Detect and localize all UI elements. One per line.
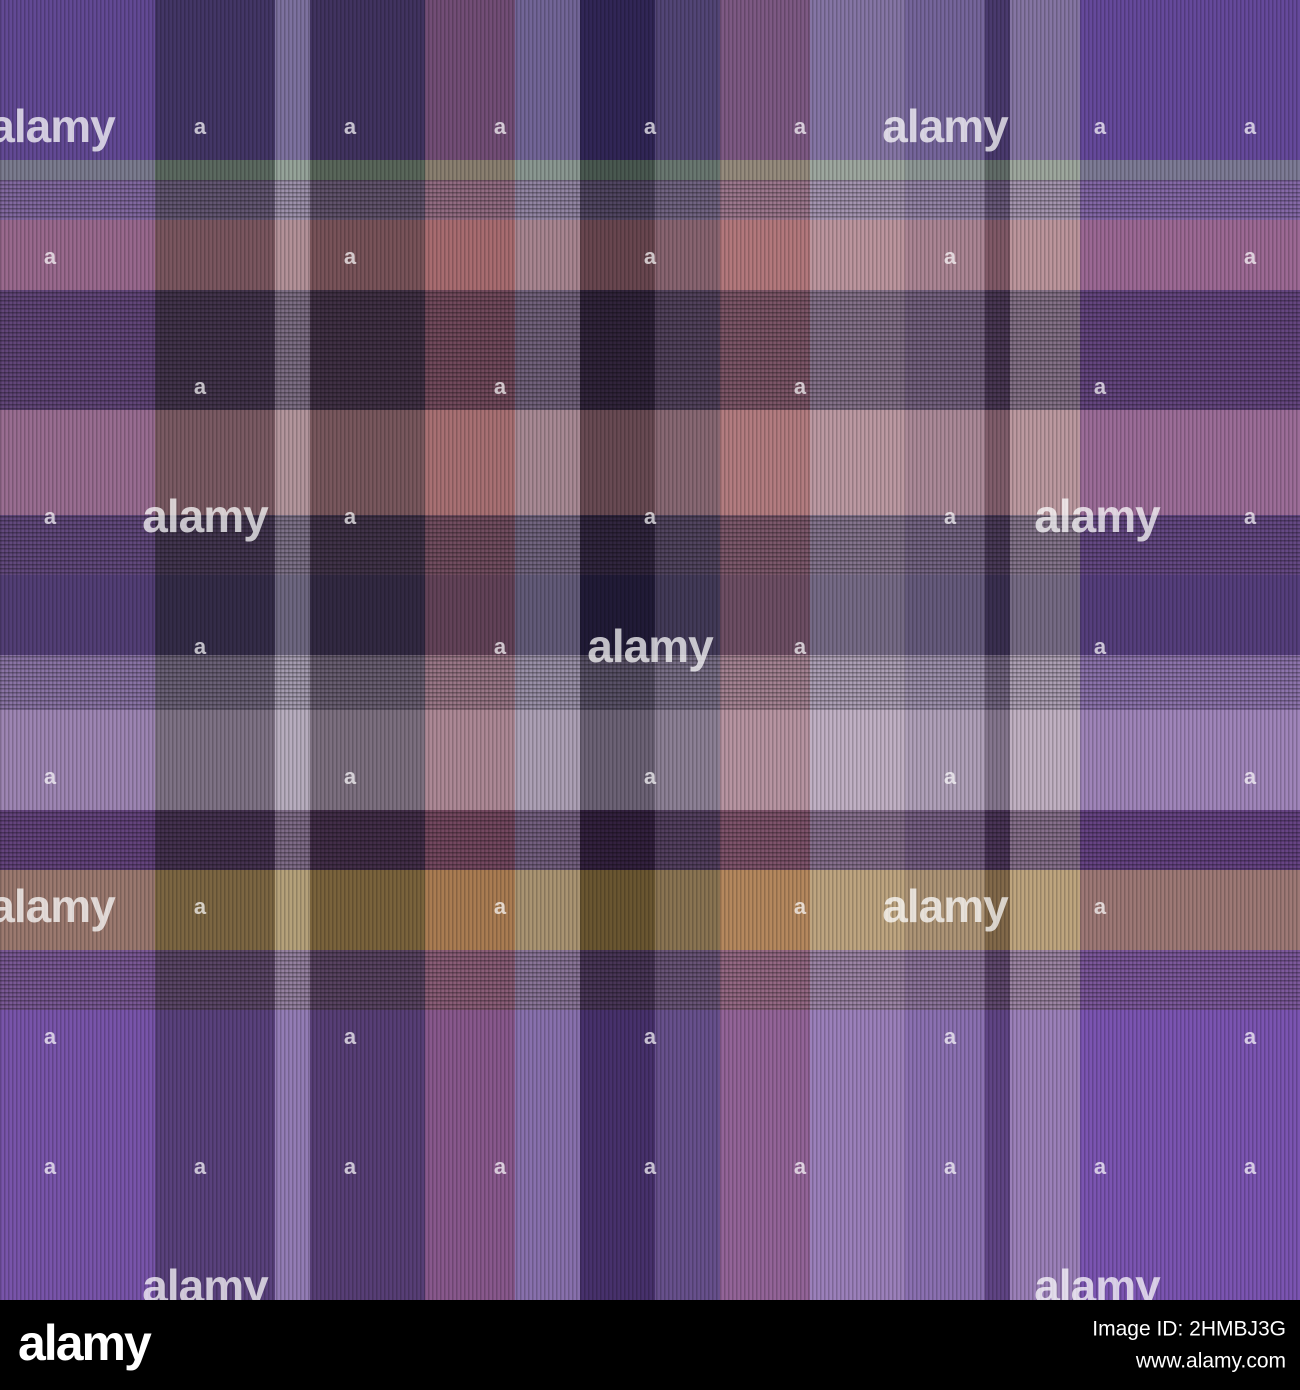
watermark-letter: a — [44, 504, 57, 529]
watermark: alamy — [882, 880, 1009, 932]
watermark-letter: a — [644, 1154, 657, 1179]
fine-stripes — [0, 180, 1300, 1010]
watermark-letter: a — [44, 1154, 57, 1179]
watermark-letter: a — [344, 114, 357, 139]
watermark-letter: a — [1244, 244, 1257, 269]
watermark-letter: a — [644, 244, 657, 269]
watermark-letter: a — [944, 1024, 957, 1049]
watermark-letter: a — [644, 1024, 657, 1049]
watermark-letter: a — [494, 1154, 507, 1179]
watermark-letter: a — [644, 504, 657, 529]
watermark-letter: a — [944, 764, 957, 789]
watermark-letter: a — [44, 244, 57, 269]
footer-bar — [0, 1300, 1300, 1390]
watermark-letter: a — [194, 1154, 207, 1179]
watermark-letter: a — [644, 764, 657, 789]
footer-logo: alamy — [18, 1315, 152, 1371]
image-id: Image ID: 2HMBJ3G — [1092, 1318, 1286, 1341]
watermark: alamy — [1034, 490, 1161, 542]
footer-url: www.alamy.com — [1135, 1350, 1286, 1373]
watermark: alamy — [0, 880, 116, 932]
watermark-letter: a — [794, 634, 807, 659]
watermark-letter: a — [1094, 114, 1107, 139]
stripe-zone — [0, 950, 1300, 1010]
watermark: alamy — [0, 100, 116, 152]
watermark-letter: a — [1244, 1154, 1257, 1179]
watermark-letter: a — [194, 634, 207, 659]
stripe-zone — [0, 655, 1300, 710]
watermark-letter: a — [494, 634, 507, 659]
watermark-letter: a — [494, 374, 507, 399]
watermark-letter: a — [794, 114, 807, 139]
watermark: alamy — [882, 100, 1009, 152]
watermark-letter: a — [1094, 894, 1107, 919]
watermark-letter: a — [1244, 764, 1257, 789]
stripe-zone — [0, 810, 1300, 870]
watermark-letter: a — [794, 894, 807, 919]
watermark-letter: a — [344, 1154, 357, 1179]
watermark-letter: a — [44, 764, 57, 789]
watermark-letter: a — [344, 504, 357, 529]
watermark-letter: a — [494, 894, 507, 919]
watermark-letter: a — [1094, 634, 1107, 659]
watermark-letter: a — [1244, 114, 1257, 139]
watermark-letter: a — [944, 504, 957, 529]
watermark-letter: a — [644, 114, 657, 139]
watermark-letter: a — [794, 1154, 807, 1179]
watermark-letter: a — [344, 764, 357, 789]
watermark-letter: a — [344, 244, 357, 269]
watermark-letter: a — [944, 1154, 957, 1179]
watermark-letter: a — [1094, 374, 1107, 399]
watermark-letter: a — [1094, 1154, 1107, 1179]
watermark-letter: a — [494, 114, 507, 139]
watermark: alamy — [142, 490, 269, 542]
watermark: alamy — [587, 620, 714, 672]
watermark-letter: a — [344, 1024, 357, 1049]
watermark-letter: a — [194, 114, 207, 139]
watermark-letter: a — [1244, 1024, 1257, 1049]
watermark-letter: a — [944, 244, 957, 269]
watermark-letter: a — [194, 374, 207, 399]
watermark-letter: a — [1244, 504, 1257, 529]
watermark-letter: a — [44, 1024, 57, 1049]
stripe-zone — [0, 290, 1300, 410]
watermark-letter: a — [194, 894, 207, 919]
stripe-zone — [0, 515, 1300, 575]
stripe-zone — [0, 180, 1300, 220]
watermark-letter: a — [794, 374, 807, 399]
